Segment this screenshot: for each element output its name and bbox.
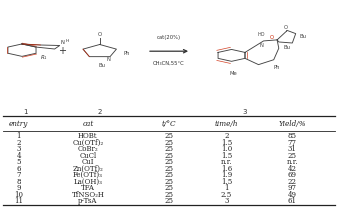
Text: CuCl: CuCl bbox=[79, 152, 96, 160]
Text: 1.5: 1.5 bbox=[221, 139, 232, 147]
Text: 25: 25 bbox=[288, 152, 297, 160]
Text: 1.5: 1.5 bbox=[221, 152, 232, 160]
Text: 1.9: 1.9 bbox=[221, 171, 232, 179]
Text: 2: 2 bbox=[16, 139, 21, 147]
Text: Me: Me bbox=[230, 71, 237, 76]
Text: N: N bbox=[106, 57, 110, 62]
Text: 1: 1 bbox=[224, 184, 229, 192]
Text: La(OH)₃: La(OH)₃ bbox=[73, 178, 102, 186]
Text: Cu(OTf)₂: Cu(OTf)₂ bbox=[72, 139, 103, 147]
Text: cat(20%): cat(20%) bbox=[157, 35, 181, 40]
Text: entry: entry bbox=[9, 120, 28, 128]
Text: 1: 1 bbox=[16, 132, 21, 140]
Text: p-TsA: p-TsA bbox=[78, 197, 98, 205]
Text: $R_1$: $R_1$ bbox=[40, 53, 48, 62]
Text: Ph: Ph bbox=[123, 51, 130, 56]
Text: 77: 77 bbox=[288, 139, 297, 147]
Text: time/h: time/h bbox=[215, 120, 238, 128]
Text: Zn(OTf)₂: Zn(OTf)₂ bbox=[73, 165, 103, 173]
Text: 25: 25 bbox=[165, 191, 173, 199]
Text: O: O bbox=[269, 35, 273, 40]
Text: 22: 22 bbox=[288, 178, 297, 186]
Text: 6: 6 bbox=[16, 165, 21, 173]
Text: CoBr₂: CoBr₂ bbox=[77, 145, 98, 153]
Text: 5: 5 bbox=[16, 158, 21, 166]
Text: 25: 25 bbox=[165, 152, 173, 160]
Text: N: N bbox=[259, 43, 263, 48]
Text: 25: 25 bbox=[165, 139, 173, 147]
Text: 4: 4 bbox=[16, 152, 21, 160]
Text: Bu: Bu bbox=[299, 34, 306, 39]
Text: HOBt: HOBt bbox=[78, 132, 98, 140]
Text: O: O bbox=[284, 25, 288, 30]
Text: 61: 61 bbox=[288, 197, 297, 205]
Text: 8: 8 bbox=[16, 178, 21, 186]
Text: H: H bbox=[66, 39, 69, 43]
Text: O: O bbox=[98, 32, 102, 37]
Text: 42: 42 bbox=[288, 165, 297, 173]
Text: 25: 25 bbox=[165, 178, 173, 186]
Text: 69: 69 bbox=[288, 171, 297, 179]
Text: 1: 1 bbox=[23, 109, 28, 115]
Text: 1.0: 1.0 bbox=[221, 145, 232, 153]
Text: HO: HO bbox=[258, 32, 265, 37]
Text: 25: 25 bbox=[165, 145, 173, 153]
Text: 11: 11 bbox=[14, 197, 23, 205]
Text: 2: 2 bbox=[224, 132, 229, 140]
Text: 25: 25 bbox=[165, 158, 173, 166]
Text: N: N bbox=[61, 41, 64, 46]
Text: 31: 31 bbox=[288, 145, 297, 153]
Text: 7: 7 bbox=[16, 171, 21, 179]
Text: 25: 25 bbox=[165, 184, 173, 192]
Text: n.r.: n.r. bbox=[287, 158, 298, 166]
Text: 25: 25 bbox=[165, 132, 173, 140]
Text: 10: 10 bbox=[14, 191, 23, 199]
Text: t/°C: t/°C bbox=[162, 120, 176, 128]
Text: 25: 25 bbox=[165, 197, 173, 205]
Text: 25: 25 bbox=[165, 171, 173, 179]
Text: +: + bbox=[58, 46, 67, 56]
Text: 25: 25 bbox=[165, 165, 173, 173]
Text: Ph: Ph bbox=[274, 65, 280, 70]
Text: 1.5: 1.5 bbox=[221, 178, 232, 186]
Text: 3: 3 bbox=[17, 145, 21, 153]
Text: CuI: CuI bbox=[82, 158, 94, 166]
Text: 3: 3 bbox=[224, 197, 228, 205]
Text: Fe(OTf)₃: Fe(OTf)₃ bbox=[73, 171, 103, 179]
Text: n.r.: n.r. bbox=[221, 158, 232, 166]
Text: cat: cat bbox=[82, 120, 94, 128]
Text: TfNSO₂H: TfNSO₂H bbox=[71, 191, 104, 199]
Text: 9: 9 bbox=[16, 184, 21, 192]
Text: 2: 2 bbox=[98, 109, 102, 115]
Text: 97: 97 bbox=[288, 184, 297, 192]
Text: 2.5: 2.5 bbox=[221, 191, 232, 199]
Text: 49: 49 bbox=[288, 191, 297, 199]
Text: Bu: Bu bbox=[98, 62, 105, 68]
Text: Bu: Bu bbox=[284, 45, 291, 50]
Text: 1.6: 1.6 bbox=[221, 165, 232, 173]
Text: 3: 3 bbox=[243, 109, 247, 115]
Text: TFA: TFA bbox=[81, 184, 95, 192]
Text: CH₃CN,55°C: CH₃CN,55°C bbox=[153, 61, 185, 66]
Text: 85: 85 bbox=[288, 132, 297, 140]
Text: Yield/%: Yield/% bbox=[279, 120, 306, 128]
